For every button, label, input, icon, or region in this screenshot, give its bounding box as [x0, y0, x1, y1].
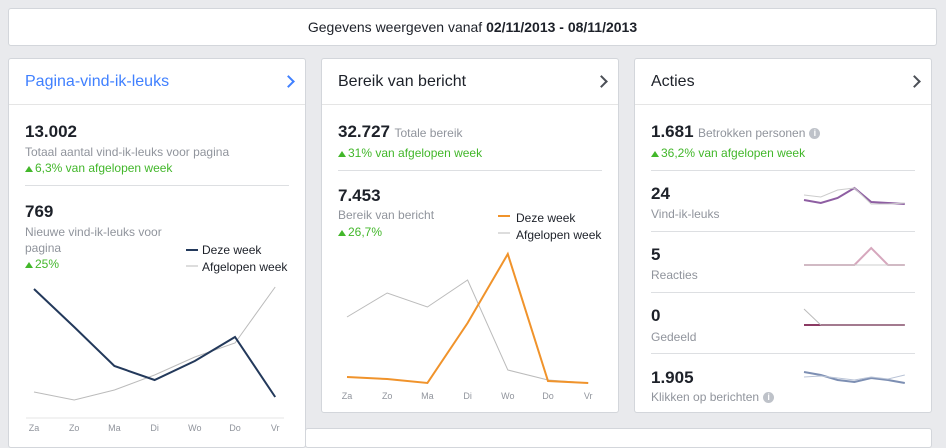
x-tick-label: Zo: [69, 423, 80, 433]
row-label: Reacties: [651, 268, 698, 282]
x-tick-label: Wo: [188, 423, 201, 433]
metric-change: 6,3% van afgelopen week: [25, 161, 172, 175]
metric-value: 13.002: [25, 122, 77, 141]
panel-title[interactable]: Bereik van bericht: [338, 73, 467, 90]
date-range: Gegevens weergeven vanaf 02/11/2013 - 08…: [9, 19, 936, 35]
series-line: [346, 251, 589, 385]
series-line: [803, 186, 905, 205]
panel-likes: Pagina-vind-ik-leuks 13.002 Totaal aanta…: [8, 58, 306, 448]
x-tick-label: Wo: [501, 391, 514, 401]
charts: Za Zo Ma Di Wo Do Vr Za Zo Ma Di Wo Do Vr: [26, 186, 905, 433]
panel-actions: Acties 1.681 Betrokken personen i 36,2% v…: [634, 58, 932, 413]
x-tick-label: Za: [342, 391, 353, 401]
metric-change: 31% van afgelopen week: [338, 146, 482, 160]
metric-label: Totale bereik: [394, 126, 463, 140]
row-value: 1.905: [651, 368, 694, 387]
change-text: 25%: [35, 257, 60, 271]
legend-entry: Deze week: [202, 243, 262, 257]
panel-title[interactable]: Acties: [651, 73, 695, 90]
panel-title[interactable]: Pagina-vind-ik-leuks: [25, 73, 170, 90]
metric-label: Totaal aantal vind-ik-leuks voor pagina: [25, 145, 230, 159]
x-tick-label: Di: [463, 391, 472, 401]
legend-entry: Deze week: [516, 211, 576, 225]
x-tick-label: Zo: [382, 391, 393, 401]
change-text: 26,7%: [348, 225, 383, 239]
x-tick-label: Vr: [584, 391, 593, 401]
metric-label: Nieuwe vind-ik-leuks voor pagina: [25, 225, 162, 255]
metric-value: 32.727: [338, 122, 390, 141]
change-text: 31% van afgelopen week: [348, 146, 483, 160]
metric-change: 25%: [25, 257, 59, 271]
metric-change: 26,7%: [338, 225, 382, 239]
legend-entry: Afgelopen week: [202, 260, 288, 274]
series-line: [803, 308, 905, 326]
x-tick-label: Ma: [421, 391, 434, 401]
change-text: 36,2% van afgelopen week: [661, 146, 806, 160]
date-bar: Gegevens weergeven vanaf 02/11/2013 - 08…: [8, 8, 937, 46]
date-prefix: Gegevens weergeven vanaf: [307, 19, 483, 35]
metric-label: Betrokken personen: [698, 126, 806, 140]
x-tick-label: Do: [542, 391, 554, 401]
row-label: Vind-ik-leuks: [651, 207, 720, 221]
metric-value: 769: [25, 202, 54, 221]
row-label-wrap: Klikken op berichten i: [651, 390, 775, 404]
metric-label: Bereik van bericht: [338, 208, 435, 222]
row-label: Klikken op berichten: [651, 390, 760, 404]
series-line: [803, 371, 905, 384]
series-line: [804, 246, 905, 266]
row-value: 0: [651, 306, 661, 325]
x-tick-label: Ma: [108, 423, 121, 433]
series-line: [803, 374, 905, 381]
metric: 32.727 Totale bereik: [338, 122, 463, 142]
series-line: [33, 286, 276, 401]
x-tick-label: Di: [150, 423, 159, 433]
x-tick-label: Do: [229, 423, 241, 433]
x-tick-label: Vr: [271, 423, 280, 433]
legend-entry: Afgelopen week: [516, 228, 602, 242]
series-line: [346, 279, 589, 384]
metric: 1.681 Betrokken personen i: [651, 122, 821, 142]
series-line: [33, 288, 277, 398]
page: Gegevens weergeven vanaf 02/11/2013 - 08…: [8, 8, 937, 448]
metric-change: 36,2% van afgelopen week: [651, 146, 805, 160]
metric-value: 7.453: [338, 186, 381, 205]
x-tick-label: Za: [29, 423, 40, 433]
date-value: 02/11/2013 - 08/11/2013: [486, 19, 638, 35]
series-line: [803, 187, 905, 205]
row-value: 24: [651, 184, 670, 203]
panel-reach: Bereik van bericht 32.727 Totale bereik …: [321, 58, 619, 413]
row-label: Gedeeld: [651, 330, 697, 344]
row-value: 5: [651, 245, 661, 264]
change-text: 6,3% van afgelopen week: [35, 161, 173, 175]
metric-value: 1.681: [651, 122, 694, 141]
